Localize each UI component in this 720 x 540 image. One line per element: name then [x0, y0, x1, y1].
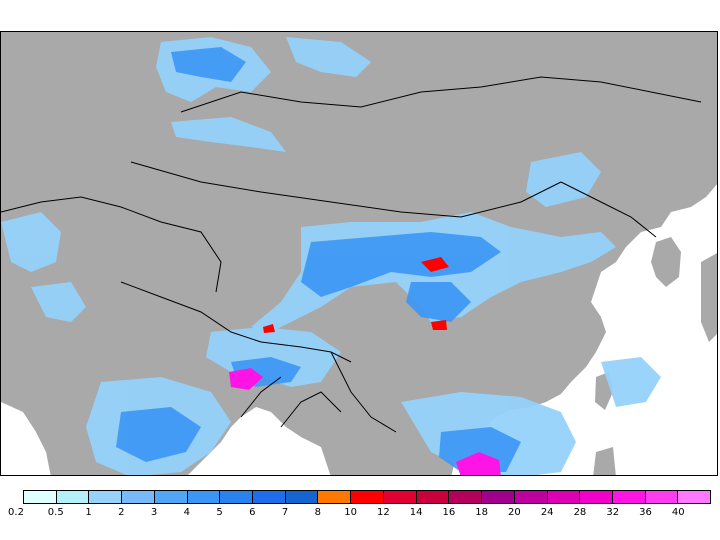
legend-swatch: [56, 491, 90, 503]
legend-tick-label: 5: [216, 507, 223, 518]
legend-swatch: [89, 491, 123, 503]
legend-swatch: [514, 491, 548, 503]
indochina-land: [336, 422, 406, 475]
legend-tick-label: 7: [281, 507, 289, 518]
legend-swatch: [24, 491, 57, 503]
legend-swatch: [416, 491, 450, 503]
legend-swatch: [187, 491, 221, 503]
legend-tick-label: 1: [85, 507, 92, 518]
legend-tick-label: 0.2: [8, 507, 24, 518]
legend-tick-label: 28: [573, 507, 587, 518]
precip-medium: [116, 47, 521, 472]
legend-swatch: [449, 491, 483, 503]
legend-tick-label: 24: [540, 507, 554, 518]
philippines-island: [593, 447, 616, 475]
legend-swatch: [645, 491, 679, 503]
legend-swatch: [383, 491, 417, 503]
legend-swatch: [612, 491, 646, 503]
legend-tick-label: 10: [344, 507, 357, 518]
legend-swatch: [122, 491, 155, 503]
legend-swatch: [580, 491, 613, 503]
legend-tick-label: 4: [183, 507, 190, 518]
legend-tick-label: 36: [639, 507, 652, 518]
legend-swatch: [547, 491, 581, 503]
legend-swatch: [285, 491, 319, 503]
legend-tick-label: 12: [377, 507, 390, 518]
japan-island: [701, 253, 717, 342]
precipitation-map: [0, 31, 718, 476]
precip-heavy: [263, 257, 449, 333]
legend-tick-label: 32: [606, 507, 620, 518]
legend-tick-label: 18: [475, 507, 489, 518]
legend-tick-label: 8: [314, 507, 322, 518]
legend-tick-label: 6: [249, 507, 256, 518]
legend-color-bar: [23, 490, 711, 504]
legend-tick-label: 14: [409, 507, 423, 518]
legend-swatch: [351, 491, 384, 503]
legend-tick-label: 0.5: [47, 507, 64, 518]
legend-labels: 0.2 0.5 1 2 3 4 5 6 7 8 10 12 14 16 18 20 24 28 32 36 40: [0, 507, 720, 523]
korea-peninsula: [651, 237, 681, 287]
borders: [1, 76, 702, 433]
legend-tick-label: 20: [508, 507, 521, 518]
legend-tick-label: 3: [150, 507, 158, 518]
map-canvas: [1, 32, 717, 475]
precip-extreme: [229, 368, 501, 475]
legend-swatch: [220, 491, 254, 503]
legend-swatch: [154, 491, 188, 503]
legend-swatch: [482, 491, 515, 503]
legend-swatch: [318, 491, 352, 503]
legend-tick-label: 2: [118, 507, 125, 518]
legend-tick-label: 40: [671, 507, 685, 518]
legend-swatch: [253, 491, 286, 503]
legend-swatch: [678, 491, 711, 503]
legend-tick-label: 16: [442, 507, 456, 518]
